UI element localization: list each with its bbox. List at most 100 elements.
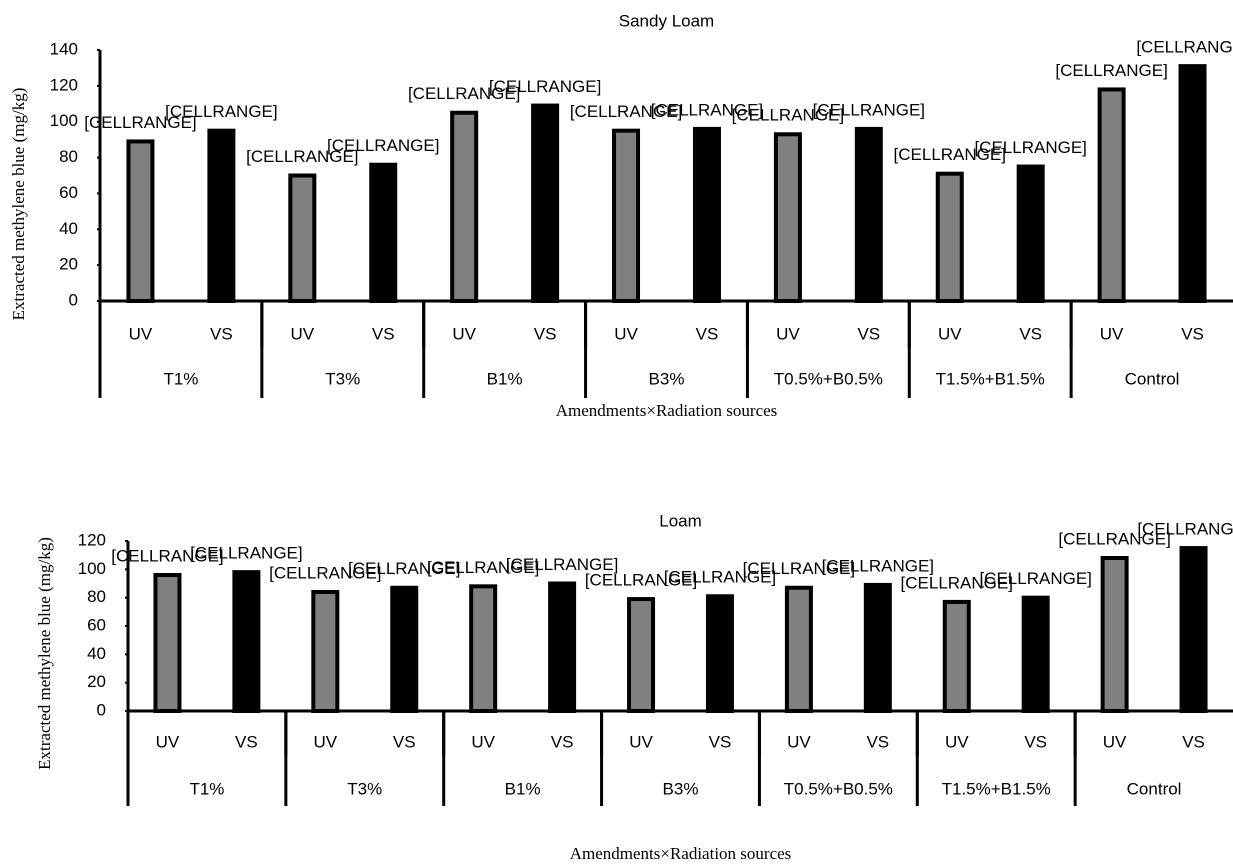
data-label: [CELLRANGE] xyxy=(427,558,539,577)
data-label: [CELLRANGE] xyxy=(732,106,844,125)
x-tick-label: VS xyxy=(1024,732,1047,751)
data-label: [CELLRANGE] xyxy=(901,573,1013,592)
chart-title: Loam xyxy=(659,511,702,530)
x-tick-label: UV xyxy=(787,732,811,751)
x-tick-label: VS xyxy=(866,732,889,751)
y-tick-label: 80 xyxy=(87,587,106,606)
y-tick-label: 120 xyxy=(78,530,106,549)
x-tick-label: VS xyxy=(696,324,719,343)
y-tick-label: 20 xyxy=(59,255,78,274)
bar xyxy=(1097,87,1126,303)
y-tick-label: 120 xyxy=(50,75,78,94)
bar xyxy=(153,573,182,713)
bar xyxy=(854,126,883,303)
data-label: [CELLRANGE] xyxy=(585,571,697,590)
y-tick-label: 0 xyxy=(69,290,78,309)
bar xyxy=(863,582,892,714)
bar xyxy=(935,171,964,303)
x-tick-label: VS xyxy=(235,732,258,751)
y-tick-label: 40 xyxy=(87,644,106,663)
x-tick-label: UV xyxy=(314,732,338,751)
data-label: [CELLRANGE] xyxy=(348,559,460,578)
group-label: B1% xyxy=(505,779,541,798)
y-tick-label: 0 xyxy=(97,700,106,719)
data-label: [CELLRANGE] xyxy=(111,546,223,565)
x-tick-label: UV xyxy=(471,732,495,751)
y-axis-title: Extracted methylene blue (mg/kg) xyxy=(35,537,54,770)
x-tick-label: VS xyxy=(210,324,233,343)
y-tick-label: 100 xyxy=(50,111,78,130)
data-label: [CELLRANGE] xyxy=(570,102,682,121)
y-tick-label: 40 xyxy=(59,219,78,238)
group-label: T0.5%+B0.5% xyxy=(774,369,883,388)
data-label: [CELLRANGE] xyxy=(165,102,277,121)
x-tick-label: UV xyxy=(629,732,653,751)
x-tick-label: UV xyxy=(129,324,153,343)
y-tick-label: 60 xyxy=(87,615,106,634)
x-axis-title: Amendments×Radiation sources xyxy=(570,844,792,863)
x-tick-label: UV xyxy=(776,324,800,343)
data-label: [CELLRANGE] xyxy=(894,145,1006,164)
bar xyxy=(126,139,155,303)
bar xyxy=(942,599,971,714)
data-label: [CELLRANGE] xyxy=(979,569,1091,588)
x-tick-label: UV xyxy=(156,732,180,751)
x-tick-label: VS xyxy=(372,324,395,343)
x-tick-label: VS xyxy=(1019,324,1042,343)
data-label: [CELLRANGE] xyxy=(269,563,381,582)
group-label: B3% xyxy=(663,779,699,798)
group-label: B1% xyxy=(487,369,523,388)
data-label: [CELLRANGE] xyxy=(190,544,302,563)
bar xyxy=(207,128,236,303)
x-tick-label: VS xyxy=(857,324,880,343)
data-label: [CELLRANGE] xyxy=(489,77,601,96)
bar xyxy=(1178,64,1207,303)
bar xyxy=(612,128,641,303)
x-axis-title: Amendments×Radiation sources xyxy=(556,401,778,420)
y-tick-label: 60 xyxy=(59,183,78,202)
group-label: T1.5%+B1.5% xyxy=(936,369,1045,388)
bar xyxy=(232,570,261,714)
bar xyxy=(705,594,734,713)
y-axis-title: Extracted methylene blue (mg/kg) xyxy=(9,88,28,321)
x-tick-label: UV xyxy=(938,324,962,343)
bar xyxy=(311,590,340,713)
x-tick-label: VS xyxy=(1181,324,1204,343)
data-label: [CELLRANGE] xyxy=(408,84,520,103)
bar xyxy=(627,597,656,713)
data-label: [CELLRANGE] xyxy=(1058,529,1170,548)
bar xyxy=(369,162,398,303)
y-tick-label: 80 xyxy=(59,147,78,166)
x-tick-label: UV xyxy=(1103,732,1127,751)
x-tick-label: VS xyxy=(709,732,732,751)
y-tick-label: 20 xyxy=(87,672,106,691)
data-label: [CELLRANGE] xyxy=(651,100,763,119)
data-label: [CELLRANGE] xyxy=(84,113,196,132)
bar xyxy=(692,126,721,303)
chart-title: Sandy Loam xyxy=(619,11,714,30)
y-tick-label: 100 xyxy=(78,559,106,578)
bar xyxy=(773,132,802,303)
group-label: Control xyxy=(1125,369,1180,388)
group-label: B3% xyxy=(649,369,685,388)
group-label: T3% xyxy=(325,369,360,388)
bar xyxy=(1021,595,1050,714)
data-label: [CELLRANGE] xyxy=(664,568,776,587)
bar xyxy=(390,585,419,713)
x-tick-label: UV xyxy=(945,732,969,751)
group-label: T3% xyxy=(347,779,382,798)
group-label: T1.5%+B1.5% xyxy=(942,779,1051,798)
x-tick-label: VS xyxy=(393,732,416,751)
x-tick-label: VS xyxy=(534,324,557,343)
bar xyxy=(1100,556,1129,713)
group-label: Control xyxy=(1127,779,1182,798)
x-tick-label: VS xyxy=(1182,732,1205,751)
x-tick-label: UV xyxy=(614,324,638,343)
x-tick-label: UV xyxy=(1100,324,1124,343)
y-tick-label: 140 xyxy=(50,39,78,58)
bar xyxy=(1016,164,1045,303)
data-label: [CELLRANGE] xyxy=(813,100,925,119)
bar xyxy=(548,581,577,713)
group-label: T1% xyxy=(189,779,224,798)
data-label: [CELLRANGE] xyxy=(743,559,855,578)
